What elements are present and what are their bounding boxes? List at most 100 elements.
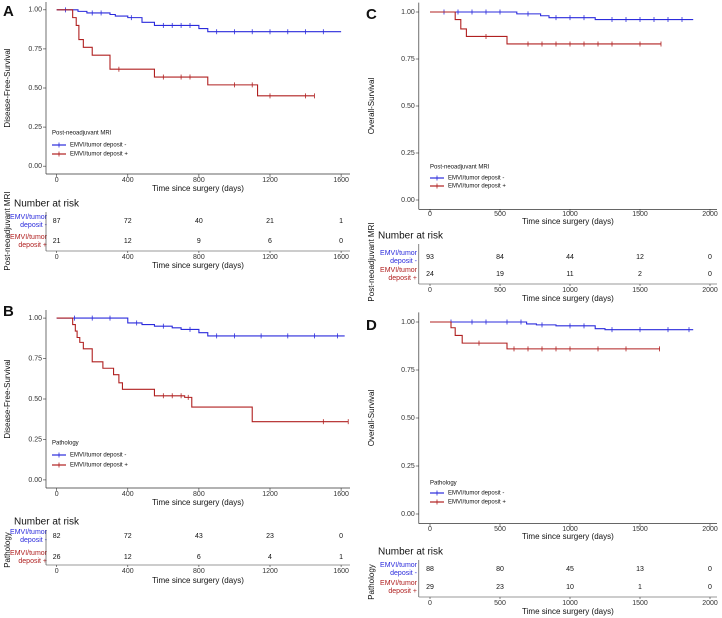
y-tick-label: 0.25 (28, 436, 42, 443)
y-tick-label: 0.75 (28, 46, 42, 53)
risk-x-tick-label: 1000 (562, 600, 578, 607)
risk-x-tick-label: 0 (428, 287, 432, 294)
risk-count: 2 (638, 271, 642, 278)
risk-count: 23 (496, 584, 504, 591)
risk-count: 72 (124, 218, 132, 225)
risk-y-axis-label: Post-neoadjuvant MRI (3, 191, 12, 270)
risk-count: 1 (339, 554, 343, 561)
risk-group-label: deposit + (18, 242, 47, 249)
risk-group-label: deposit + (18, 558, 47, 565)
x-tick-label: 0 (55, 177, 59, 184)
y-tick-label: 0.50 (401, 103, 415, 110)
x-tick-label: 1500 (632, 526, 648, 533)
risk-x-tick-label: 0 (428, 600, 432, 607)
y-tick-label: 1.00 (28, 315, 42, 322)
risk-x-tick-label: 800 (193, 568, 205, 575)
risk-count: 1 (339, 218, 343, 225)
x-tick-label: 1000 (562, 211, 578, 218)
risk-x-axis-label: Time since surgery (days) (522, 607, 614, 616)
risk-count: 0 (339, 238, 343, 245)
x-axis-label: Time since surgery (days) (522, 532, 614, 541)
x-tick-label: 2000 (702, 211, 718, 218)
x-tick-label: 2000 (702, 526, 718, 533)
x-tick-label: 500 (494, 526, 506, 533)
risk-count: 9 (197, 238, 201, 245)
survival-curve (430, 11, 661, 45)
risk-count: 12 (636, 254, 644, 261)
y-tick-label: 0.25 (401, 150, 415, 157)
y-tick-label: 0.50 (401, 415, 415, 422)
risk-group-label: EMVI/tumor (10, 550, 48, 557)
risk-x-tick-label: 1000 (562, 287, 578, 294)
legend-title: Post-neoadjuvant MRI (52, 131, 112, 137)
survival-curve (430, 321, 694, 331)
risk-y-axis-label: Post-neoadjuvant MRI (367, 222, 376, 301)
legend-label: EMVI/tumor deposit + (448, 184, 506, 190)
risk-count: 0 (708, 584, 712, 591)
risk-group-label: EMVI/tumor (380, 267, 418, 274)
y-axis-label: Overall-Survival (367, 390, 376, 447)
panel-letter: B (3, 303, 14, 320)
survival-curve (56, 9, 315, 97)
risk-group-label: deposit - (20, 222, 48, 229)
y-tick-label: 0.50 (28, 396, 42, 403)
legend-label: EMVI/tumor deposit - (448, 176, 504, 182)
survival-curve (56, 317, 349, 423)
risk-x-tick-label: 400 (122, 568, 134, 575)
x-tick-label: 1600 (333, 177, 349, 184)
risk-group-label: EMVI/tumor (380, 580, 418, 587)
risk-x-tick-label: 1600 (333, 568, 349, 575)
y-tick-label: 0.75 (28, 355, 42, 362)
risk-count: 21 (266, 218, 274, 225)
y-tick-label: 1.00 (401, 319, 415, 326)
risk-count: 10 (566, 584, 574, 591)
risk-x-tick-label: 400 (122, 254, 134, 261)
risk-count: 93 (426, 254, 434, 261)
risk-x-tick-label: 2000 (702, 287, 718, 294)
risk-count: 1 (638, 584, 642, 591)
risk-count: 11 (566, 271, 573, 278)
risk-count: 44 (566, 254, 574, 261)
risk-group-label: deposit - (20, 537, 48, 544)
risk-y-axis-label: Pathology (3, 532, 12, 568)
x-tick-label: 1500 (632, 211, 648, 218)
y-tick-label: 0.00 (401, 197, 415, 204)
risk-count: 26 (53, 554, 61, 561)
risk-group-label: deposit - (390, 258, 418, 265)
y-tick-label: 0.75 (401, 56, 415, 63)
x-axis-label: Time since surgery (days) (522, 217, 614, 226)
x-tick-label: 0 (55, 491, 59, 498)
x-tick-label: 1200 (262, 177, 278, 184)
risk-count: 19 (496, 271, 504, 278)
risk-title: Number at risk (378, 547, 444, 558)
risk-x-axis-label: Time since surgery (days) (152, 261, 244, 270)
risk-x-axis-label: Time since surgery (days) (152, 576, 244, 585)
y-axis-label: Disease-Free-Survival (3, 359, 12, 438)
x-axis-label: Time since surgery (days) (152, 498, 244, 507)
risk-count: 45 (566, 566, 574, 573)
x-tick-label: 400 (122, 491, 134, 498)
risk-group-label: EMVI/tumor (10, 529, 48, 536)
risk-count: 24 (426, 271, 434, 278)
legend-label: EMVI/tumor deposit - (70, 453, 126, 459)
risk-count: 88 (426, 566, 434, 573)
risk-x-tick-label: 800 (193, 254, 205, 261)
risk-title: Number at risk (378, 231, 444, 242)
risk-count: 0 (708, 254, 712, 261)
legend-title: Pathology (430, 481, 457, 487)
risk-count: 0 (708, 271, 712, 278)
y-tick-label: 0.25 (28, 124, 42, 131)
x-tick-label: 800 (193, 491, 205, 498)
risk-group-label: EMVI/tumor (380, 562, 418, 569)
risk-x-tick-label: 1200 (262, 254, 278, 261)
legend-label: EMVI/tumor deposit - (448, 491, 504, 497)
panel-letter: C (366, 6, 377, 23)
risk-count: 23 (266, 533, 274, 540)
risk-count: 29 (426, 584, 434, 591)
y-axis-label: Overall-Survival (367, 78, 376, 135)
risk-count: 40 (195, 218, 203, 225)
risk-x-axis-label: Time since surgery (days) (522, 294, 614, 303)
x-tick-label: 500 (494, 211, 506, 218)
risk-count: 6 (197, 554, 201, 561)
risk-group-label: EMVI/tumor (10, 234, 48, 241)
